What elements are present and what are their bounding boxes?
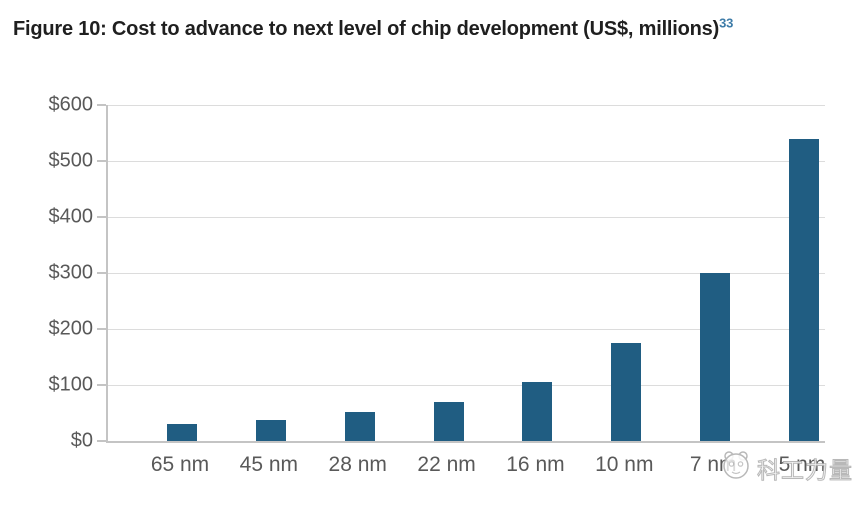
x-tick-label-65-nm: 65 nm: [150, 453, 210, 476]
y-tick-label-0: $0: [70, 429, 93, 452]
x-tick-label-45-nm: 45 nm: [239, 453, 299, 476]
plot-area: [106, 105, 825, 443]
y-tick-mark-500: [97, 160, 106, 162]
bar-7-nm: [700, 273, 731, 441]
y-tick-label-100: $100: [48, 373, 94, 396]
y-tick-label-200: $200: [48, 317, 94, 340]
y-tick-label-400: $400: [48, 205, 94, 228]
y-tick-mark-100: [97, 384, 106, 386]
bar-10-nm: [611, 343, 642, 441]
gridline-400: [108, 217, 825, 218]
y-tick-label-300: $300: [48, 261, 94, 284]
bar-22-nm: [433, 401, 464, 441]
x-tick-label-28-nm: 28 nm: [328, 453, 387, 476]
y-tick-mark-400: [97, 216, 106, 218]
x-tick-label-5-nm: 5 nm: [778, 453, 826, 476]
y-tick-mark-300: [97, 272, 106, 274]
bar-5-nm: [789, 138, 820, 441]
x-tick-label-22-nm: 22 nm: [417, 453, 476, 476]
gridline-500: [108, 161, 825, 162]
y-tick-mark-0: [97, 440, 106, 442]
y-tick-label-600: $600: [48, 93, 94, 116]
y-tick-mark-600: [97, 104, 106, 106]
x-tick-label-7-nm: 7 nm: [689, 453, 737, 476]
bar-65-nm: [167, 424, 197, 441]
gridline-600: [108, 105, 825, 106]
bar-45-nm: [255, 419, 286, 441]
x-tick-label-16-nm: 16 nm: [506, 453, 565, 476]
figure-title: Figure 10: Cost to advance to next level…: [13, 15, 734, 41]
figure-title-text: Figure 10: Cost to advance to next level…: [13, 18, 720, 40]
y-axis: $0 $100 $200 $300 $400 $500 $600: [0, 94, 106, 452]
bar-16-nm: [522, 381, 553, 441]
gridline-200: [108, 329, 825, 330]
y-tick-label-500: $500: [48, 149, 94, 172]
bar-28-nm: [344, 412, 375, 441]
gridline-100: [108, 385, 825, 386]
footnote-reference[interactable]: 33: [719, 15, 734, 31]
y-tick-mark-200: [97, 328, 106, 330]
gridline-300: [108, 273, 825, 274]
x-axis: 65 nm 45 nm 28 nm 22 nm 16 nm 10 nm 7 nm 5 nm: [106, 453, 826, 483]
x-tick-label-10-nm: 10 nm: [595, 453, 654, 476]
